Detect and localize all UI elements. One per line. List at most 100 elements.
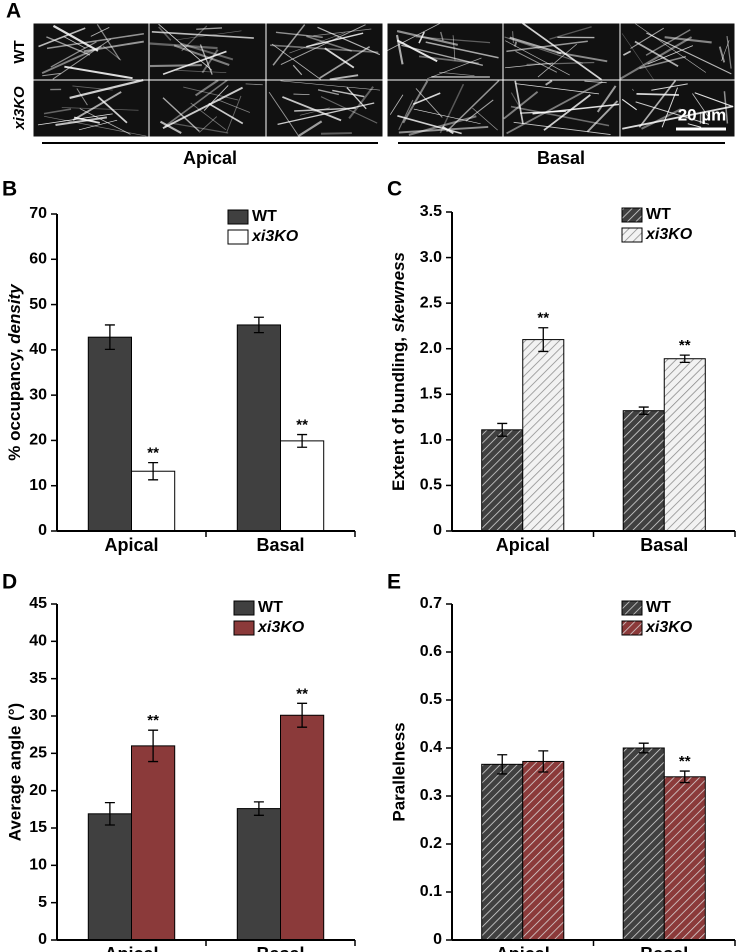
micrograph: [265, 79, 384, 138]
y-axis-label: Average angle (°): [5, 703, 24, 841]
filament: [272, 24, 306, 66]
bar: [522, 760, 565, 941]
filament: [425, 41, 499, 59]
y-axis-label-part: % occupancy,: [5, 344, 24, 461]
filament: [427, 57, 482, 80]
filament: [164, 79, 228, 128]
filament: [50, 41, 97, 68]
error-bar: [253, 316, 264, 334]
filament: [514, 41, 518, 47]
bar: [481, 763, 524, 941]
filament: [268, 91, 299, 136]
filament: [292, 64, 303, 76]
filament: [208, 102, 244, 125]
legend-swatch: [233, 600, 255, 616]
filament: [44, 115, 147, 137]
filament: [661, 87, 679, 128]
significance: **: [679, 337, 691, 354]
y-tick-label: 2.5: [420, 294, 442, 311]
filament: [621, 98, 637, 111]
filament: [78, 119, 118, 131]
filament: [73, 116, 100, 124]
panel-label: A: [6, 0, 21, 23]
filament: [162, 97, 200, 132]
y-tick-label: 3.5: [420, 203, 442, 220]
filament: [692, 93, 710, 118]
filament: [280, 24, 366, 65]
filament: [64, 65, 133, 80]
filament: [294, 107, 356, 112]
filament: [537, 43, 578, 78]
filament: [440, 31, 444, 41]
filament: [398, 99, 414, 131]
x-tick-label: Basal: [256, 944, 304, 952]
filament: [441, 125, 454, 135]
bar: [280, 714, 325, 941]
y-tick-label: 10: [29, 857, 47, 874]
legend-swatch: [621, 207, 643, 223]
y-tick-label: 5: [38, 894, 47, 911]
filament: [190, 102, 227, 131]
y-tick-label: 0: [38, 931, 47, 948]
filament: [332, 89, 365, 98]
filament: [386, 22, 441, 52]
y-tick-label: 0.4: [420, 739, 442, 756]
filament: [397, 115, 462, 135]
filament: [170, 122, 229, 134]
filament: [280, 80, 381, 91]
error-bar: [148, 461, 159, 481]
filament: [61, 107, 139, 111]
y-tick-label: 40: [29, 633, 47, 650]
filament: [37, 113, 113, 126]
y-tick-label: 60: [29, 251, 47, 268]
filament: [297, 120, 323, 138]
filament: [522, 22, 602, 81]
filament: [630, 27, 664, 49]
filament: [52, 24, 99, 52]
y-tick-label: 0.6: [420, 643, 442, 660]
y-tick-label: 30: [29, 707, 47, 724]
error-bar: [148, 729, 159, 763]
group-label: Apical: [183, 148, 237, 168]
y-tick-label: 0: [433, 522, 442, 539]
significance: **: [296, 685, 308, 702]
y-tick-label: 0.3: [420, 787, 442, 804]
error-bar: [679, 354, 690, 364]
filament: [513, 121, 611, 136]
panel-label: D: [2, 571, 17, 594]
filament: [183, 86, 239, 101]
y-tick-label: 0.1: [420, 883, 442, 900]
error-bar: [297, 702, 308, 728]
filament: [687, 123, 702, 128]
filament: [275, 31, 323, 38]
error-bar: [497, 422, 508, 437]
group-label: Basal: [537, 148, 585, 168]
legend-swatch: [227, 209, 249, 225]
filament: [46, 33, 144, 50]
filament: [306, 32, 364, 48]
filament: [317, 89, 339, 96]
filament: [509, 36, 562, 55]
filament: [634, 40, 679, 68]
error-bar: [538, 327, 549, 353]
y-axis-label-part: skewness: [389, 252, 408, 332]
filament: [472, 107, 498, 131]
error-bar: [497, 754, 508, 775]
y-axis-label: Extent of bundling, skewness: [389, 252, 408, 491]
x-tick-label: Basal: [256, 535, 304, 555]
filament: [515, 83, 600, 95]
y-tick-label: 0.7: [420, 595, 442, 612]
y-tick-label: 0: [433, 931, 442, 948]
x-tick-label: Apical: [104, 535, 158, 555]
legend-entry: xi3KO: [251, 228, 299, 245]
y-tick-label: 0.5: [420, 477, 442, 494]
filament: [596, 85, 617, 113]
filament: [645, 29, 691, 56]
filament: [584, 80, 607, 84]
legend-entry: WT: [646, 599, 671, 616]
filament: [201, 49, 219, 74]
significance: **: [296, 417, 308, 434]
filament: [69, 79, 144, 100]
filament: [43, 108, 72, 115]
bar: [663, 776, 706, 941]
